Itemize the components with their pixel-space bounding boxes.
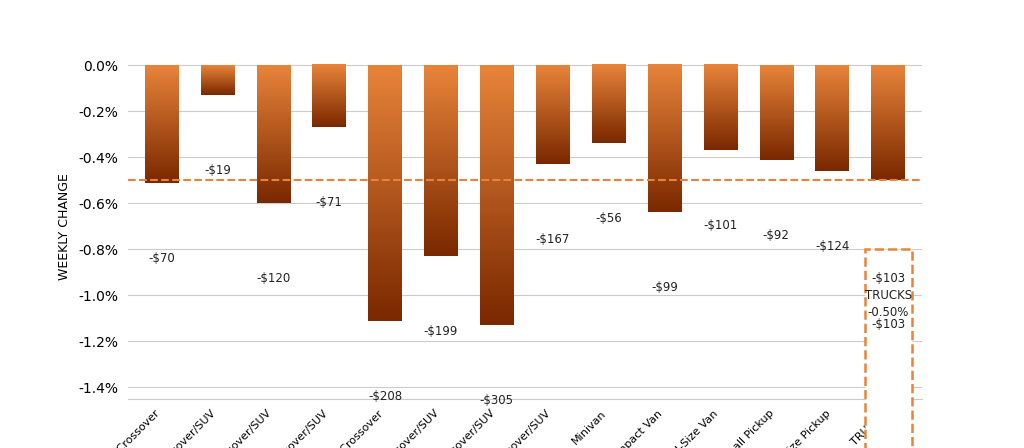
Text: -$120: -$120 <box>256 272 291 285</box>
Text: -$101: -$101 <box>703 220 737 233</box>
Text: -$92: -$92 <box>763 228 790 241</box>
FancyBboxPatch shape <box>864 249 911 448</box>
Y-axis label: WEEKLY CHANGE: WEEKLY CHANGE <box>58 173 72 280</box>
Text: -$56: -$56 <box>595 212 622 225</box>
Text: -$70: -$70 <box>148 251 175 264</box>
Text: -$167: -$167 <box>536 233 570 246</box>
Text: -$199: -$199 <box>424 325 458 338</box>
Text: -$99: -$99 <box>651 281 678 294</box>
Text: -$305: -$305 <box>480 394 514 407</box>
Text: -$208: -$208 <box>368 389 402 402</box>
Text: -$19: -$19 <box>204 164 230 177</box>
Text: -$103: -$103 <box>871 318 905 331</box>
Text: -$103
TRUCKS
-0.50%: -$103 TRUCKS -0.50% <box>864 272 911 319</box>
Text: -$71: -$71 <box>315 196 343 209</box>
Text: -$124: -$124 <box>815 240 849 253</box>
